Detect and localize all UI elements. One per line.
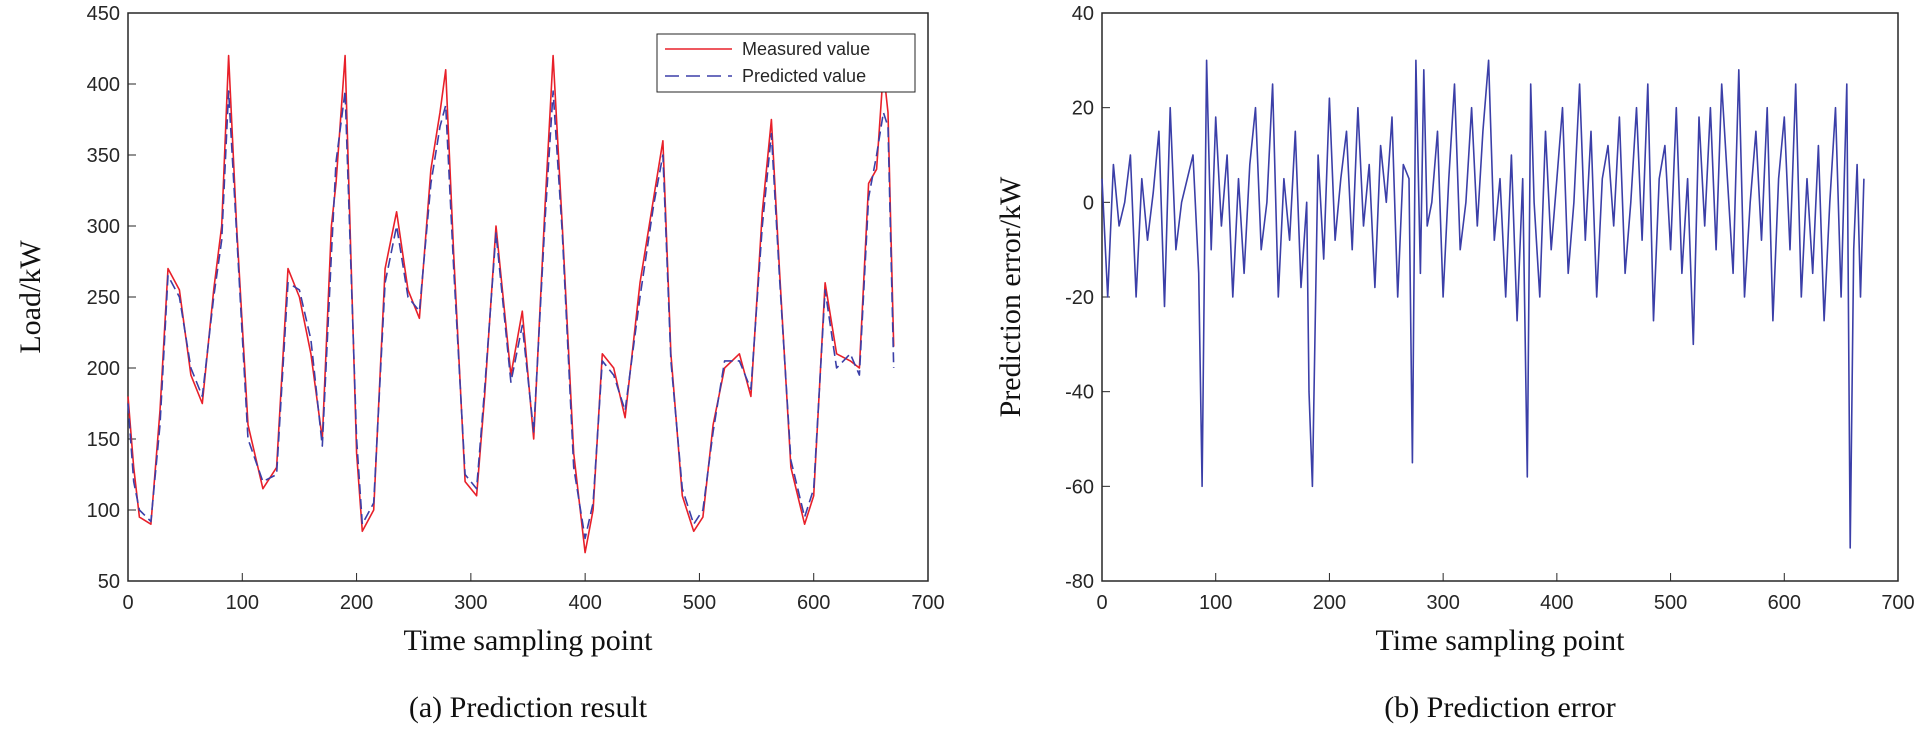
- panel-a-caption: (a) Prediction result: [409, 691, 648, 724]
- panel-a-x-tick-label: 300: [454, 592, 487, 614]
- legend-measured-label: Measured value: [742, 39, 870, 59]
- panel-a-series: [127, 54, 895, 554]
- panel-b-y-tick-label: -20: [1065, 287, 1094, 309]
- panel-b-y-axis-label: Prediction error/kW: [994, 176, 1027, 417]
- panel-a-y-tick-label: 150: [87, 429, 120, 451]
- panel-b-x-ticks: 0 100 200 300 400 500 600 700: [1096, 573, 1915, 614]
- panel-b-y-tick-label: 20: [1072, 98, 1094, 120]
- panel-a-x-tick-label: 200: [340, 592, 373, 614]
- panel-a-x-tick-label: 0: [122, 592, 133, 614]
- panel-b-y-tick-label: 0: [1083, 192, 1094, 214]
- panel-b-x-tick-label: 200: [1313, 592, 1346, 614]
- panel-b-prediction-error: 0 100 200 300 400 500 600 700 -80 -60 -40 -20 0 20 40…: [994, 3, 1915, 724]
- panel-b-x-axis-label: Time sampling point: [1376, 624, 1626, 657]
- panel-b-x-tick-label: 300: [1426, 592, 1459, 614]
- panel-a-y-tick-label: 300: [87, 216, 120, 238]
- panel-a-y-axis-label: Load/kW: [14, 240, 47, 354]
- panel-b-plot-area: [1101, 12, 1899, 582]
- panel-a-y-tick-label: 50: [98, 571, 120, 593]
- panel-a-series-predicted-value: [127, 90, 895, 540]
- panel-b-y-tick-label: -40: [1065, 382, 1094, 404]
- panel-b-x-tick-label: 600: [1768, 592, 1801, 614]
- panel-b-x-tick-label: 0: [1096, 592, 1107, 614]
- panel-b-y-ticks: -80 -60 -40 -20 0 20 40: [1065, 3, 1110, 593]
- panel-a-x-tick-label: 100: [226, 592, 259, 614]
- panel-b-y-tick-label: -60: [1065, 476, 1094, 498]
- legend-box: [656, 33, 916, 93]
- panel-b-series: [1101, 59, 1865, 549]
- panel-b-y-tick-label: -80: [1065, 571, 1094, 593]
- panel-b-series-prediction-error: [1101, 59, 1865, 549]
- panel-a-x-tick-label: 700: [911, 592, 944, 614]
- panel-a-legend: Measured value Predicted value: [656, 33, 916, 93]
- panel-a-x-ticks: 0 100 200 300 400 500 600 700: [122, 573, 945, 614]
- panel-a-prediction-result: 0 100 200 300 400 500 600 700 50 100 150 200 250 300…: [14, 3, 945, 724]
- panel-b-x-tick-label: 400: [1540, 592, 1573, 614]
- panel-a-y-ticks: 50 100 150 200 250 300 350 400 450: [87, 3, 136, 593]
- panel-b-x-tick-label: 500: [1654, 592, 1687, 614]
- panel-b-y-tick-label: 40: [1072, 3, 1094, 25]
- panel-a-y-tick-label: 400: [87, 74, 120, 96]
- panel-a-y-tick-label: 100: [87, 500, 120, 522]
- panel-a-x-tick-label: 600: [797, 592, 830, 614]
- panel-a-x-axis-label: Time sampling point: [404, 624, 654, 657]
- panel-b-caption: (b) Prediction error: [1384, 691, 1616, 724]
- panel-a-x-tick-label: 400: [568, 592, 601, 614]
- panel-b-x-tick-label: 700: [1881, 592, 1914, 614]
- panel-a-plot-area: [127, 12, 929, 582]
- panel-a-y-tick-label: 200: [87, 358, 120, 380]
- legend-predicted-label: Predicted value: [742, 66, 866, 86]
- panel-b-x-tick-label: 100: [1199, 592, 1232, 614]
- panel-a-y-tick-label: 350: [87, 145, 120, 167]
- panel-a-y-tick-label: 450: [87, 3, 120, 25]
- panel-a-x-tick-label: 500: [683, 592, 716, 614]
- panel-a-y-tick-label: 250: [87, 287, 120, 309]
